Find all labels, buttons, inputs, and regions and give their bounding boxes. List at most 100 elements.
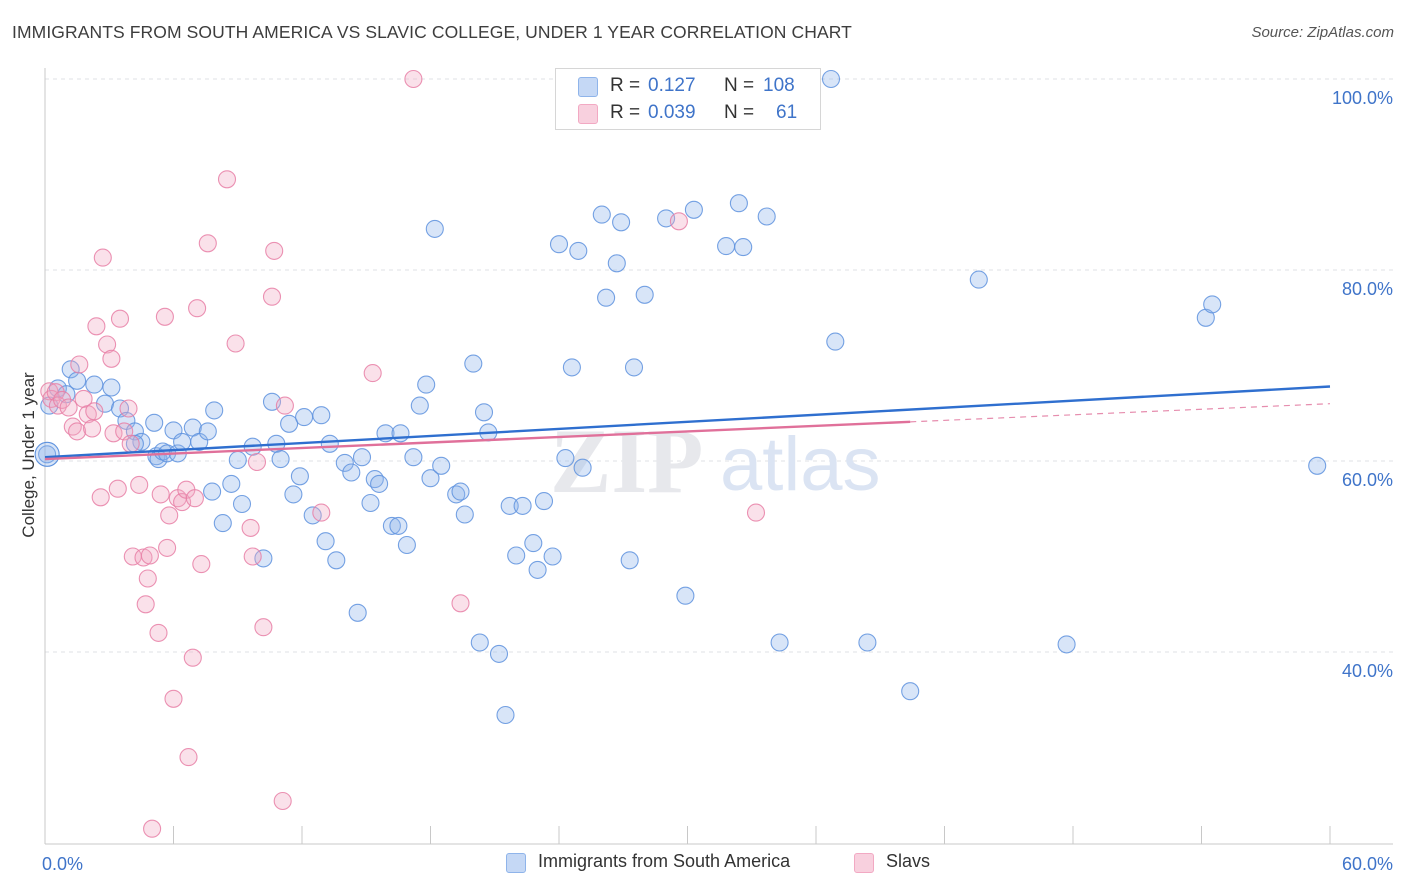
data-point — [451, 482, 470, 501]
data-point — [110, 309, 130, 328]
data-point — [556, 449, 575, 468]
data-point — [130, 475, 149, 494]
legend-swatch-blue — [578, 77, 598, 97]
data-point — [134, 548, 153, 567]
data-point — [901, 682, 920, 701]
data-point — [1203, 295, 1222, 314]
data-point — [389, 516, 408, 535]
data-point — [1057, 635, 1076, 654]
data-point — [145, 413, 164, 432]
data-point — [173, 432, 192, 451]
data-point — [821, 69, 841, 89]
data-point — [290, 467, 309, 486]
data-point — [68, 371, 87, 390]
chart-title: IMMIGRANTS FROM SOUTH AMERICA VS SLAVIC … — [12, 22, 852, 42]
data-point — [543, 547, 562, 566]
data-point — [569, 241, 588, 260]
data-point — [348, 603, 367, 622]
y-tick-label: 100.0% — [1332, 88, 1393, 108]
data-point — [192, 555, 211, 574]
data-point — [684, 200, 703, 219]
trend-line-dashed — [910, 403, 1331, 423]
data-point — [397, 535, 416, 555]
data-point — [361, 493, 380, 513]
data-point — [226, 334, 245, 353]
data-point — [160, 506, 179, 525]
y-tick-label: 80.0% — [1342, 279, 1393, 299]
data-point — [391, 424, 410, 443]
data-point — [312, 503, 331, 522]
data-point — [183, 648, 202, 667]
data-point — [102, 349, 121, 368]
data-point — [205, 401, 224, 420]
data-point — [91, 488, 110, 507]
data-point — [87, 317, 106, 336]
data-point — [83, 419, 102, 438]
y-tick-label: 60.0% — [1342, 470, 1393, 490]
data-point — [746, 503, 766, 522]
data-point — [969, 270, 988, 289]
data-point — [143, 819, 162, 838]
data-point — [669, 212, 688, 231]
source-credit: Source: ZipAtlas.com — [1251, 24, 1394, 41]
data-point — [496, 705, 515, 725]
data-point-large — [34, 441, 60, 467]
data-point — [826, 332, 845, 351]
data-point — [275, 396, 294, 415]
data-point — [320, 434, 339, 453]
data-point — [70, 355, 89, 374]
r-value: 0.127 — [648, 75, 696, 96]
data-point — [316, 532, 335, 551]
data-point — [370, 474, 389, 493]
data-point — [770, 633, 789, 652]
data-point — [500, 496, 519, 515]
trend-lines — [44, 385, 1331, 461]
data-point — [363, 364, 382, 383]
data-point — [93, 248, 112, 267]
data-point — [280, 414, 299, 433]
n-value: 61 — [776, 102, 798, 123]
data-point — [524, 534, 543, 553]
data-point — [404, 448, 423, 467]
legend-swatch-blue — [506, 853, 526, 873]
data-point — [119, 399, 138, 418]
x-tick-label: 60.0% — [1342, 854, 1393, 874]
data-point — [451, 594, 470, 613]
data-point — [151, 485, 170, 504]
data-point — [121, 434, 140, 453]
data-point — [858, 633, 877, 652]
data-point — [254, 618, 273, 637]
legend-label: Slavs — [886, 851, 931, 871]
data-point — [464, 354, 483, 373]
x-tick-label: 0.0% — [42, 854, 83, 874]
axes — [44, 68, 1393, 845]
data-point — [158, 538, 177, 557]
data-point — [136, 595, 155, 614]
series-slavs — [40, 69, 766, 838]
data-point — [382, 516, 401, 535]
data-point — [53, 390, 72, 409]
n-label: N = — [724, 102, 755, 123]
data-point — [247, 452, 267, 472]
r-value: 0.039 — [648, 102, 696, 123]
data-point — [734, 238, 753, 257]
data-point — [425, 219, 444, 238]
data-point — [528, 560, 547, 579]
data-point — [729, 194, 748, 213]
r-label: R = — [610, 75, 641, 96]
data-point — [612, 213, 631, 232]
data-point — [232, 494, 252, 514]
data-point — [85, 402, 104, 421]
data-point — [85, 375, 104, 394]
data-point — [198, 422, 217, 441]
data-point — [243, 547, 262, 566]
data-point — [138, 569, 157, 588]
data-point — [68, 422, 87, 441]
data-point — [404, 69, 423, 89]
data-point — [213, 514, 232, 533]
data-point — [102, 378, 121, 397]
data-point — [592, 205, 611, 224]
legend-swatch-pink — [578, 104, 598, 124]
data-point — [262, 287, 282, 306]
